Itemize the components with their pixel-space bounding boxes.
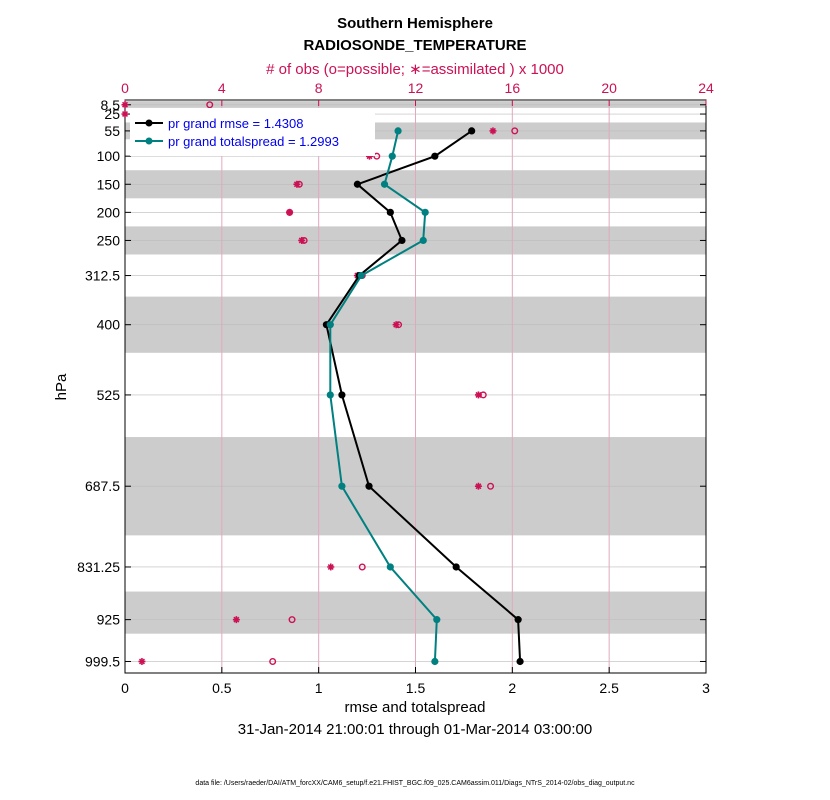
y-tick-label: 831.25 [77, 559, 120, 575]
series-point-totalspread [326, 321, 334, 329]
obs-possible-marker [373, 152, 381, 160]
series-lines [322, 127, 524, 666]
series-point-rmse [431, 152, 439, 160]
series-line-rmse [325, 130, 522, 662]
series-point-totalspread [388, 152, 396, 160]
x-tick-label: 2.5 [599, 680, 619, 696]
asterisk-stroke [121, 101, 129, 108]
obs-assimilated-marker [392, 321, 400, 329]
series-point-rmse [386, 208, 394, 216]
x-tick-label: 1 [315, 680, 323, 696]
asterisk-stroke [489, 127, 496, 134]
obs-assimilated-marker [293, 180, 301, 188]
series-point-rmse [365, 482, 373, 490]
asterisk-stroke [121, 111, 129, 118]
obs-assimilated-marker [489, 127, 497, 135]
asterisk-stroke [286, 209, 293, 216]
data-file-footer: data file: /Users/raeder/DAI/ATM_forcXX/… [195, 780, 635, 787]
chart-subtitle: RADIOSONDE_TEMPERATURE [303, 37, 526, 54]
asterisk-stroke [138, 658, 145, 665]
asterisk-stroke [298, 237, 305, 244]
obs-assimilated-marker [232, 616, 240, 624]
series-point-totalspread [419, 236, 427, 245]
top-tick-label: 0 [121, 80, 129, 96]
legend: pr grand rmse = 1.4308 pr grand totalspr… [130, 108, 375, 156]
y-tick-label: 999.5 [85, 653, 120, 669]
legend-marker-totalspread [145, 137, 153, 145]
top-tick-label: 12 [408, 80, 424, 96]
y-tick-label: 200 [97, 204, 121, 220]
obs-assimilated-marker [327, 563, 335, 571]
y-tick-label: 250 [97, 232, 121, 248]
obs-possible-marker [358, 563, 366, 571]
series-point-totalspread [338, 482, 346, 490]
top-axis-label: # of obs (o=possible; ∗=assimilated ) x … [266, 61, 564, 78]
obs-assimilated-marker [286, 208, 294, 216]
x-tick-label: 2 [508, 680, 516, 696]
obs-possible-marker [206, 101, 214, 109]
top-tick-label: 8 [315, 80, 323, 96]
series-point-totalspread [421, 208, 429, 216]
obs-assimilated-marker [138, 657, 146, 665]
obs-possible-marker [288, 616, 296, 624]
y-tick-label: 525 [97, 387, 121, 403]
series-point-totalspread [386, 563, 394, 571]
series-point-totalspread [394, 127, 402, 135]
obs-possible-marker [269, 657, 277, 665]
date-range: 31-Jan-2014 21:00:01 through 01-Mar-2014… [238, 721, 592, 738]
series-point-totalspread [431, 657, 439, 666]
y-tick-label: 687.5 [85, 478, 120, 494]
obs-possible-marker [487, 482, 495, 490]
series-point-rmse [514, 616, 522, 624]
series-point-rmse [338, 391, 346, 399]
y-tick-label: 100 [97, 148, 121, 164]
obs-assimilated-marker [474, 391, 482, 399]
chart-title: Southern Hemisphere [337, 15, 493, 32]
x-tick-label: 3 [702, 680, 710, 696]
obs-assimilated-marker [298, 236, 306, 244]
y-tick-label: 925 [97, 612, 121, 628]
asterisk-stroke [293, 181, 300, 188]
asterisk-stroke [475, 391, 482, 398]
asterisk-stroke [393, 321, 400, 328]
asterisk-stroke [475, 483, 482, 490]
legend-label-rmse: pr grand rmse = 1.4308 [168, 116, 304, 131]
axis-ticks: 0 4 8 12 16 20 248.52555100150200250312.540052… [77, 80, 714, 696]
series-point-rmse [516, 657, 524, 666]
y-axis-label: hPa [53, 373, 70, 400]
series-point-rmse [353, 180, 361, 188]
legend-label-totalspread: pr grand totalspread = 1.2993 [168, 134, 339, 149]
x-tick-label: 0.5 [212, 680, 232, 696]
asterisk-stroke [233, 616, 240, 623]
top-tick-label: 20 [601, 80, 617, 96]
y-tick-label: 8.5 [101, 97, 121, 113]
obs-assimilated-marker [474, 482, 482, 490]
x-axis-label: rmse and totalspread [345, 699, 486, 716]
top-tick-label: 4 [218, 80, 226, 96]
obs-assimilated-marker [121, 101, 129, 109]
series-point-totalspread [380, 180, 389, 188]
y-tick-label: 25 [104, 106, 120, 122]
series-point-rmse [398, 236, 406, 245]
obs-possible-marker [511, 127, 519, 135]
y-tick-label: 312.5 [85, 268, 120, 284]
x-tick-label: 1.5 [406, 680, 426, 696]
y-tick-label: 400 [97, 317, 121, 333]
series-point-totalspread [433, 616, 441, 624]
asterisk-stroke [327, 563, 334, 570]
series-point-rmse [452, 563, 460, 571]
legend-marker-rmse [145, 119, 153, 127]
y-tick-label: 150 [97, 176, 121, 192]
top-tick-label: 16 [505, 80, 521, 96]
series-point-rmse [468, 127, 476, 135]
series-line-totalspread [329, 130, 438, 662]
series-point-totalspread [326, 391, 334, 399]
y-tick-label: 55 [104, 123, 120, 139]
x-tick-label: 0 [121, 680, 129, 696]
obs-assimilated-marker [121, 110, 129, 118]
series-point-totalspread [357, 271, 365, 280]
top-tick-label: 24 [698, 80, 714, 96]
legend-box [130, 108, 375, 156]
